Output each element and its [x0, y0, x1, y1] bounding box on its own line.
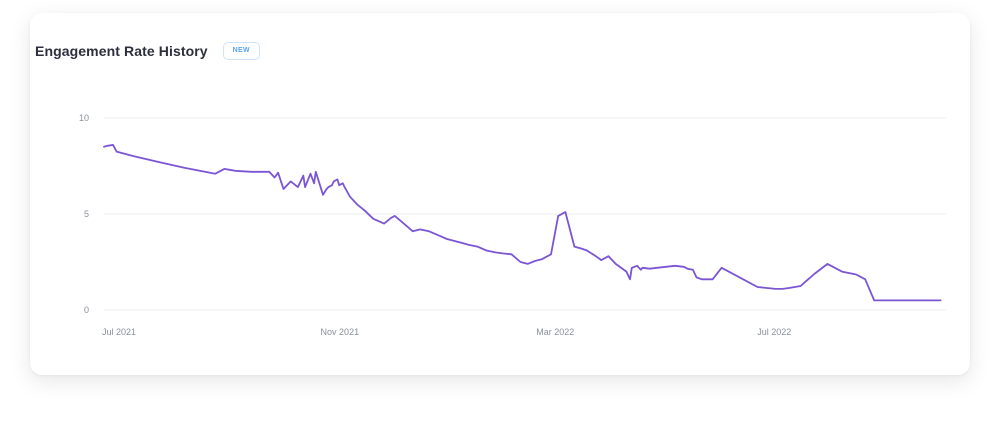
card-header: Engagement Rate History NEW: [35, 42, 260, 60]
x-tick-label: Jul 2022: [757, 327, 791, 337]
engagement-rate-card: [30, 13, 970, 375]
x-tick-label: Nov 2021: [321, 327, 360, 337]
engagement-rate-line: [103, 143, 942, 302]
new-badge[interactable]: NEW: [222, 42, 260, 60]
x-tick-label: Mar 2022: [536, 327, 574, 337]
y-tick-label: 5: [84, 209, 89, 219]
chart-title: Engagement Rate History: [35, 43, 208, 59]
x-tick-label: Jul 2021: [102, 327, 136, 337]
y-tick-label: 0: [84, 305, 89, 315]
y-tick-label: 10: [79, 113, 89, 123]
